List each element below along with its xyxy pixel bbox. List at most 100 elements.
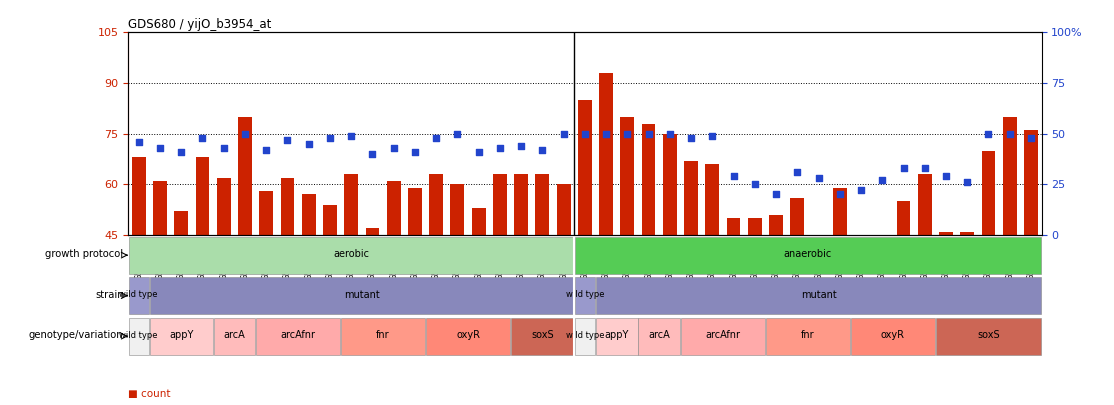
Bar	[149, 318, 213, 355]
Text: wild type: wild type	[566, 331, 604, 340]
Bar	[812, 303, 825, 387]
Point	[852, 187, 870, 194]
Text: soxS: soxS	[531, 330, 554, 340]
Bar	[663, 134, 676, 387]
Bar	[515, 174, 528, 387]
Bar	[578, 100, 592, 387]
Point	[810, 175, 828, 181]
Bar	[281, 177, 294, 387]
Point	[342, 132, 360, 139]
Bar	[747, 218, 762, 387]
Point	[724, 173, 742, 179]
Point	[597, 130, 615, 137]
Text: arcA: arcA	[224, 330, 245, 340]
Bar	[1024, 130, 1038, 387]
Point	[491, 145, 509, 151]
Point	[384, 145, 402, 151]
Bar	[344, 174, 358, 387]
Bar	[765, 318, 850, 355]
Bar	[638, 318, 680, 355]
Bar	[681, 318, 765, 355]
Point	[831, 191, 849, 198]
Point	[576, 130, 594, 137]
Bar	[426, 318, 510, 355]
Point	[194, 134, 212, 141]
Bar	[323, 205, 336, 387]
Text: soxS: soxS	[977, 330, 999, 340]
Point	[130, 139, 148, 145]
Point	[470, 149, 488, 155]
Text: fnr: fnr	[377, 330, 390, 340]
Bar	[854, 329, 868, 387]
Point	[746, 181, 764, 188]
Text: arcAfnr: arcAfnr	[705, 330, 741, 340]
Point	[173, 149, 190, 155]
Bar	[575, 277, 595, 314]
Point	[768, 191, 785, 198]
Text: genotype/variation: genotype/variation	[29, 330, 124, 340]
Bar	[429, 174, 443, 387]
Bar	[302, 194, 315, 387]
Text: wild type: wild type	[119, 331, 158, 340]
Text: arcAfnr: arcAfnr	[281, 330, 315, 340]
Bar	[408, 188, 422, 387]
Bar	[642, 124, 655, 387]
Bar	[833, 188, 847, 387]
Point	[661, 130, 678, 137]
Bar	[450, 184, 465, 387]
Bar	[214, 318, 255, 355]
Bar	[128, 318, 149, 355]
Bar	[851, 318, 935, 355]
Point	[278, 136, 296, 143]
Bar	[596, 318, 637, 355]
Text: anaerobic: anaerobic	[784, 249, 832, 259]
Text: oxyR: oxyR	[456, 330, 480, 340]
Bar	[726, 218, 741, 387]
Point	[682, 134, 700, 141]
Text: oxyR: oxyR	[881, 330, 905, 340]
Bar	[876, 323, 889, 387]
Text: appY: appY	[169, 330, 194, 340]
Bar	[471, 208, 486, 387]
Point	[979, 130, 997, 137]
Text: fnr: fnr	[801, 330, 814, 340]
Bar	[238, 117, 252, 387]
Point	[703, 132, 721, 139]
Point	[236, 130, 254, 137]
Point	[789, 169, 807, 175]
Point	[1022, 134, 1039, 141]
Bar	[260, 191, 273, 387]
Text: mutant: mutant	[344, 290, 380, 300]
Bar	[174, 211, 188, 387]
Point	[152, 145, 169, 151]
Bar	[217, 177, 231, 387]
Bar	[769, 215, 783, 387]
Bar	[387, 181, 401, 387]
Point	[958, 179, 976, 185]
Point	[363, 151, 381, 157]
Point	[618, 130, 636, 137]
Bar	[196, 157, 209, 387]
Bar	[936, 318, 1042, 355]
Text: arcA: arcA	[648, 330, 671, 340]
Bar	[620, 117, 634, 387]
Point	[300, 141, 317, 147]
Text: appY: appY	[605, 330, 629, 340]
Point	[405, 149, 423, 155]
Bar	[981, 151, 996, 387]
Point	[257, 147, 275, 153]
Point	[639, 130, 657, 137]
Bar	[960, 232, 974, 387]
Bar	[128, 277, 149, 314]
Point	[215, 145, 233, 151]
Bar	[575, 237, 1042, 274]
Text: wild type: wild type	[566, 290, 604, 299]
Text: mutant: mutant	[801, 290, 837, 300]
Point	[937, 173, 955, 179]
Bar	[557, 184, 570, 387]
Text: GDS680 / yijO_b3954_at: GDS680 / yijO_b3954_at	[128, 18, 272, 31]
Bar	[939, 232, 952, 387]
Text: growth protocol: growth protocol	[46, 249, 124, 259]
Bar	[365, 228, 380, 387]
Text: aerobic: aerobic	[333, 249, 369, 259]
